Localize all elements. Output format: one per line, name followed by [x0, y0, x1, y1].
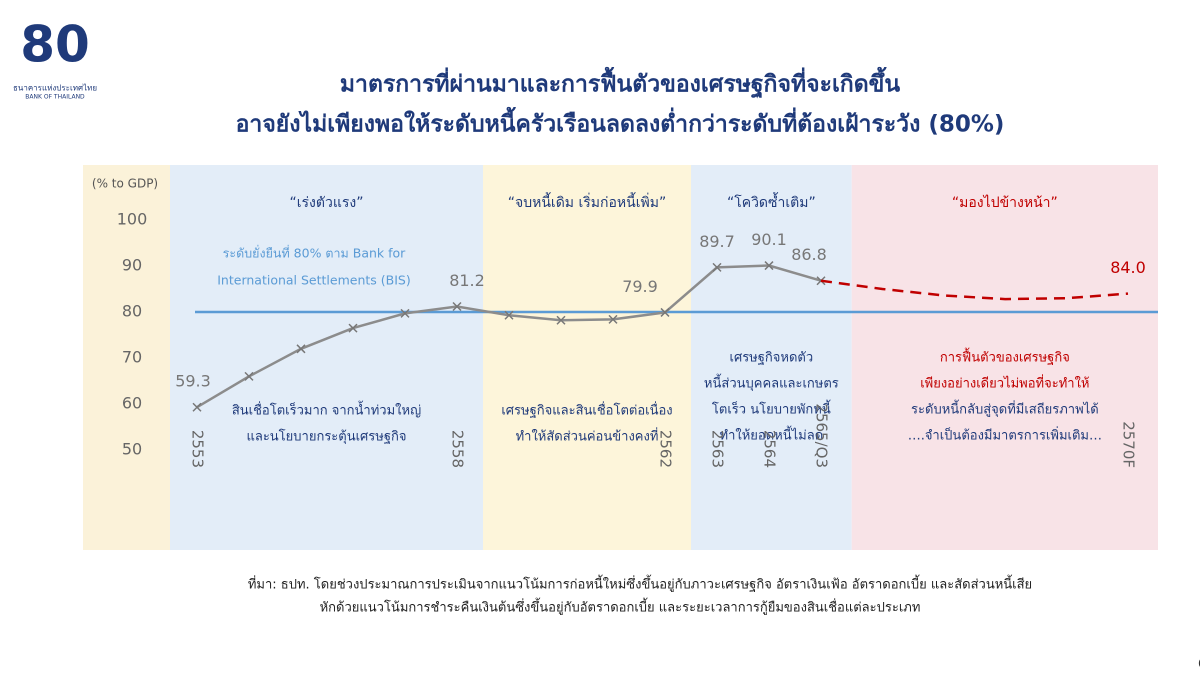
logo-name-en: BANK OF THAILAND: [25, 94, 85, 101]
region-label: “จบหนี้เดิม เริ่มก่อหนี้เพิ่ม”: [508, 192, 666, 211]
reference-label: ระดับยั่งยืนที่ 80% ตาม Bank for: [223, 245, 407, 261]
x-tick-label: 2570F: [1120, 421, 1138, 468]
point-marker: [452, 301, 462, 312]
region-note: ระดับหนี้กลับสู่จุดที่มีเสถียรภาพได้: [911, 400, 1099, 418]
point-marker: [504, 310, 514, 320]
y-tick-label: 70: [122, 348, 142, 367]
point-marker: [660, 307, 670, 317]
value-label: 59.3: [175, 372, 211, 391]
value-label: 90.1: [751, 230, 787, 249]
region-label: “เร่งตัวแรง”: [290, 195, 364, 211]
x-tick-label: 2565/Q3: [813, 403, 831, 468]
reference-label: International Settlements (BIS): [217, 273, 410, 288]
x-tick-label: 2562: [657, 430, 675, 468]
y-tick-label: 80: [122, 302, 142, 321]
x-tick-label: 2558: [449, 430, 467, 468]
y-tick-label: 90: [122, 256, 142, 275]
axis-panel: [83, 165, 170, 550]
region-background: [851, 165, 1158, 550]
value-label: 84.0: [1110, 258, 1146, 277]
value-label: 89.7: [699, 232, 735, 251]
title-line: อาจยังไม่เพียงพอให้ระดับหนี้ครัวเรือนลดล…: [236, 107, 1005, 138]
point-marker: [712, 262, 722, 272]
source-note: ที่มา: ธปท. โดยช่วงประมาณการประเมินจากแน…: [248, 575, 1032, 593]
region-background: [170, 165, 483, 550]
point-marker: [608, 314, 618, 324]
region-note: การฟื้นตัวของเศรษฐกิจ: [940, 348, 1070, 366]
region-note: ….จำเป็นต้องมีมาตรการเพิ่มเติม…: [908, 426, 1102, 444]
x-tick-label: 2553: [189, 430, 207, 468]
value-label: 86.8: [791, 245, 827, 264]
region-note: เศรษฐกิจหดตัว: [730, 351, 814, 366]
page-number: 6: [1198, 657, 1200, 671]
point-marker: [244, 371, 254, 381]
y-axis-label: (% to GDP): [92, 177, 158, 191]
region-note: และนโยบายกระตุ้นเศรษฐกิจ: [246, 429, 406, 445]
y-tick-label: 60: [122, 394, 142, 413]
point-marker: [556, 315, 566, 325]
region-note: ทำให้สัดส่วนค่อนข้างคงที่: [516, 428, 659, 445]
value-label: 79.9: [622, 277, 658, 296]
title-line: มาตรการที่ผ่านมาและการฟื้นตัวของเศรษฐกิจ…: [340, 67, 901, 99]
region-note: สินเชื่อโตเร็วมาก จากน้ำท่วมใหญ่: [232, 401, 421, 419]
region-background: [483, 165, 691, 550]
region-label: “โควิดซ้ำเติม”: [727, 192, 816, 211]
x-tick-label: 2563: [709, 430, 727, 468]
series-line: [820, 279, 1129, 301]
point-marker: [764, 261, 774, 271]
region-note: หนี้ส่วนบุคคลและเกษตร: [704, 374, 839, 392]
point-marker: [400, 308, 410, 318]
point-marker: [192, 402, 202, 412]
point-marker: [348, 323, 358, 333]
point-marker: [296, 344, 306, 354]
logo-name-th: ธนาคารแห่งประเทศไทย: [13, 84, 97, 93]
region-note: เศรษฐกิจและสินเชื่อโตต่อเนื่อง: [501, 402, 672, 419]
region-note: เพียงอย่างเดียวไม่พอที่จะทำให้: [920, 375, 1089, 392]
region-label: “มองไปข้างหน้า”: [952, 194, 1058, 211]
x-tick-label: 2564: [761, 430, 779, 468]
region-background: [691, 165, 852, 550]
region-note: ทำให้ยอดหนี้ไม่ลด: [720, 426, 824, 444]
y-tick-label: 100: [117, 210, 148, 229]
source-note: หักด้วยแนวโน้มการชำระคืนเงินต้นซึ่งขึ้นอ…: [320, 598, 921, 616]
y-tick-label: 50: [122, 440, 142, 459]
region-note: โตเร็ว นโยบายพักหนี้: [712, 400, 831, 418]
value-label: 81.2: [449, 271, 485, 290]
logo-mark: 80: [20, 16, 90, 74]
